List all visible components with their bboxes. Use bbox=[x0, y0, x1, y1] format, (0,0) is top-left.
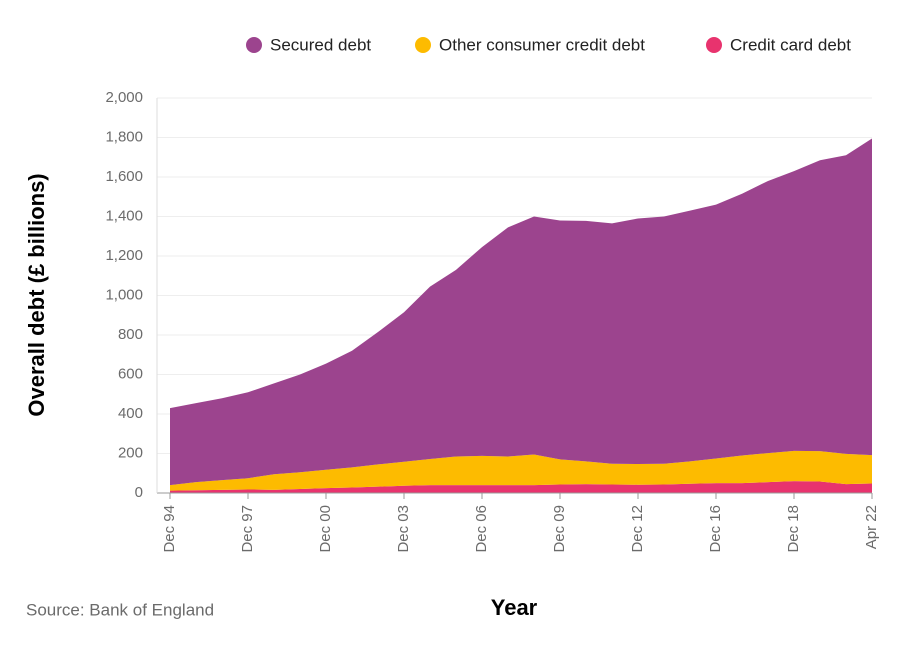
legend-marker bbox=[415, 37, 431, 53]
y-axis-label: Overall debt (£ billions) bbox=[24, 173, 49, 416]
area bbox=[170, 481, 872, 493]
x-tick-label: Dec 03 bbox=[395, 505, 412, 553]
y-tick-label: 1,400 bbox=[105, 207, 143, 224]
y-tick-label: 1,200 bbox=[105, 247, 143, 264]
y-tick-label: 0 bbox=[135, 484, 143, 501]
x-axis-label: Year bbox=[491, 595, 538, 620]
area bbox=[170, 138, 872, 486]
legend-label: Credit card debt bbox=[730, 35, 851, 54]
y-tick-label: 200 bbox=[118, 444, 143, 461]
y-tick-label: 1,800 bbox=[105, 128, 143, 145]
x-tick-label: Dec 00 bbox=[317, 505, 334, 553]
legend-marker bbox=[706, 37, 722, 53]
y-tick-label: 400 bbox=[118, 405, 143, 422]
x-tick-label: Dec 94 bbox=[161, 505, 178, 553]
legend-label: Secured debt bbox=[270, 35, 371, 54]
y-tick-label: 600 bbox=[118, 365, 143, 382]
x-tick-label: Dec 16 bbox=[707, 505, 724, 553]
x-tick-label: Dec 06 bbox=[473, 505, 490, 553]
y-tick-label: 1,000 bbox=[105, 286, 143, 303]
legend-label: Other consumer credit debt bbox=[439, 35, 645, 54]
y-tick-label: 2,000 bbox=[105, 89, 143, 106]
legend-marker bbox=[246, 37, 262, 53]
x-tick-label: Apr 22 bbox=[863, 505, 880, 549]
source: Source: Bank of England bbox=[26, 600, 214, 619]
x-tick-label: Dec 12 bbox=[629, 505, 646, 553]
x-tick-label: Dec 09 bbox=[551, 505, 568, 553]
x-tick-label: Dec 97 bbox=[239, 505, 256, 553]
x-tick-label: Dec 18 bbox=[785, 505, 802, 553]
area bbox=[170, 450, 872, 491]
y-tick-label: 1,600 bbox=[105, 168, 143, 185]
y-tick-label: 800 bbox=[118, 326, 143, 343]
